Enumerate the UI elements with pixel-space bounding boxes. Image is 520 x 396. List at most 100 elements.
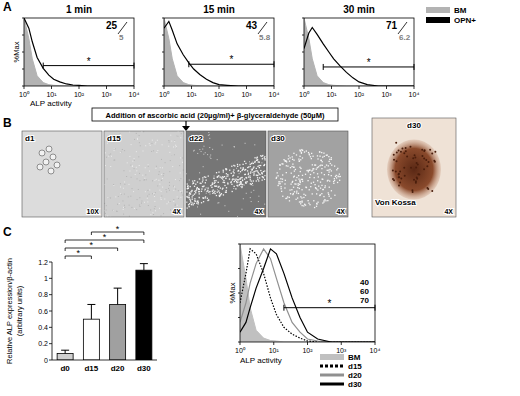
cell — [43, 159, 49, 165]
texture — [120, 152, 121, 153]
texture — [189, 193, 190, 194]
texture — [180, 197, 181, 198]
texture — [191, 202, 192, 203]
texture — [300, 150, 301, 151]
texture — [277, 172, 278, 173]
texture — [295, 183, 296, 184]
texture — [129, 205, 130, 206]
texture — [259, 177, 260, 178]
texture — [180, 157, 181, 158]
texture — [291, 166, 292, 167]
texture — [257, 177, 258, 178]
texture — [252, 162, 253, 163]
texture — [414, 154, 416, 156]
plot-frame — [24, 18, 134, 86]
texture — [290, 193, 291, 194]
texture — [236, 182, 237, 183]
texture — [310, 186, 311, 187]
texture — [222, 176, 223, 177]
texture — [119, 203, 120, 204]
texture — [191, 204, 192, 205]
texture — [328, 171, 329, 172]
plot-area — [164, 18, 274, 86]
texture — [118, 196, 119, 197]
y-tick — [238, 268, 240, 269]
texture — [245, 143, 246, 144]
texture — [412, 157, 414, 159]
texture — [264, 156, 265, 157]
texture — [157, 185, 158, 186]
texture — [139, 197, 140, 198]
texture — [317, 155, 318, 156]
texture — [264, 179, 265, 180]
texture — [245, 174, 246, 175]
annotation: 5.8 — [259, 33, 271, 42]
legend-label: OPN+ — [454, 16, 476, 25]
texture — [214, 182, 215, 183]
texture — [218, 190, 219, 191]
micrograph-frame — [268, 131, 348, 217]
texture — [222, 145, 223, 146]
texture — [124, 194, 125, 195]
annotation: 5 — [119, 33, 124, 42]
texture — [164, 198, 165, 199]
texture — [241, 177, 242, 178]
texture — [307, 180, 308, 181]
texture — [218, 182, 219, 183]
texture — [166, 203, 167, 204]
texture — [188, 197, 189, 198]
texture — [258, 201, 259, 202]
texture — [124, 150, 125, 151]
texture — [211, 187, 212, 188]
texture — [253, 163, 254, 164]
texture — [256, 160, 257, 161]
texture — [398, 185, 400, 187]
texture — [213, 189, 214, 190]
texture — [192, 183, 193, 184]
texture — [180, 172, 181, 173]
texture — [238, 170, 239, 171]
y-tick — [49, 343, 52, 344]
texture — [126, 176, 127, 177]
texture — [117, 204, 118, 205]
texture — [161, 191, 162, 192]
texture — [195, 192, 196, 193]
texture — [423, 157, 425, 159]
texture — [132, 161, 133, 162]
texture — [181, 133, 182, 134]
texture — [309, 177, 310, 178]
plot-frame — [304, 18, 414, 86]
texture — [229, 170, 230, 171]
texture — [203, 166, 204, 167]
texture — [145, 174, 146, 175]
texture — [293, 166, 294, 167]
cell — [39, 150, 45, 156]
texture — [190, 186, 191, 187]
texture — [229, 178, 230, 179]
texture — [258, 172, 259, 173]
texture — [400, 151, 402, 153]
texture — [236, 185, 237, 186]
texture — [106, 157, 107, 158]
texture — [202, 197, 203, 198]
x-tick — [164, 86, 165, 89]
texture — [288, 158, 289, 159]
texture — [200, 214, 201, 215]
texture — [327, 170, 328, 171]
texture — [181, 192, 182, 193]
y-tick — [238, 317, 240, 318]
legend-swatch — [320, 374, 344, 377]
texture — [117, 211, 118, 212]
texture — [292, 182, 293, 183]
texture — [176, 147, 177, 148]
y-tick — [302, 35, 304, 36]
texture — [106, 209, 107, 210]
bar — [57, 353, 73, 360]
texture — [239, 184, 240, 185]
texture — [203, 146, 204, 147]
texture — [231, 166, 232, 167]
texture — [139, 206, 140, 207]
texture — [161, 215, 162, 216]
texture — [252, 169, 253, 170]
x-tick — [386, 86, 387, 89]
